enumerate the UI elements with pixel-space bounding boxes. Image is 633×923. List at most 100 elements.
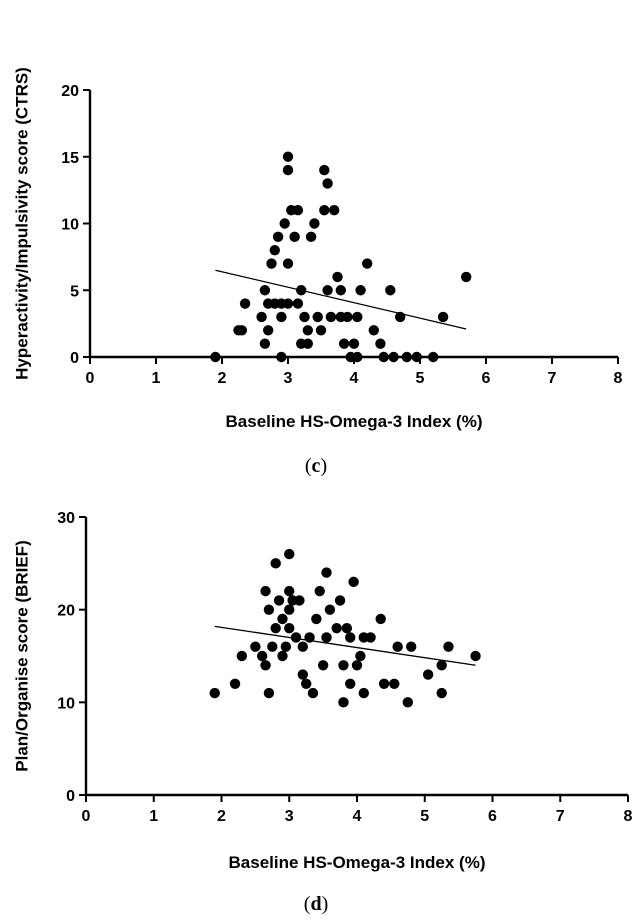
x-tick-label-c-4: 4 xyxy=(350,370,359,387)
data-point-c-34 xyxy=(319,164,330,176)
data-point-d-27 xyxy=(307,687,319,699)
chart-d: 0 1 2 3 4 5 6 7 8 0 10 20 30 Baseline HS-Omega-3 In… xyxy=(13,510,633,915)
data-point-d-42 xyxy=(351,660,363,671)
data-point-c-22 xyxy=(289,231,300,243)
data-point-d-5 xyxy=(260,585,271,597)
y-ticks-c: 0 5 10 15 20 xyxy=(61,83,90,367)
data-point-d-3 xyxy=(250,641,261,652)
data-point-d-4 xyxy=(256,650,268,662)
trend-line-d xyxy=(214,625,476,666)
data-point-d-25 xyxy=(300,678,312,689)
data-point-d-1 xyxy=(229,678,241,689)
data-point-d-8 xyxy=(263,687,275,699)
y-axis-title-c: Hyperactivity/Impulsivity score (CTRS) xyxy=(13,67,32,380)
data-point-d-53 xyxy=(422,669,434,680)
y-tick-label-d-0: 0 xyxy=(66,788,75,805)
data-point-c-37 xyxy=(322,285,333,296)
data-point-c-51 xyxy=(368,325,379,336)
x-tick-label-d-6: 6 xyxy=(488,808,497,825)
data-point-c-44 xyxy=(342,311,353,323)
data-point-c-60 xyxy=(437,311,449,323)
data-point-c-10 xyxy=(269,245,280,256)
data-point-d-15 xyxy=(280,641,292,652)
data-point-d-44 xyxy=(358,687,369,699)
x-ticks-d: 0 1 2 3 4 5 6 7 8 xyxy=(82,795,633,825)
data-point-c-14 xyxy=(276,311,287,323)
x-tick-label-c-3: 3 xyxy=(284,370,293,387)
data-point-c-3 xyxy=(239,298,251,309)
data-point-d-49 xyxy=(389,678,400,689)
data-point-c-36 xyxy=(322,178,333,189)
data-point-d-34 xyxy=(331,623,342,634)
data-point-c-46 xyxy=(348,338,360,349)
data-point-c-50 xyxy=(362,258,373,269)
x-tick-label-d-3: 3 xyxy=(285,808,294,825)
data-point-d-9 xyxy=(267,641,278,652)
data-point-c-61 xyxy=(461,271,472,283)
y-tick-label-c-10: 10 xyxy=(61,217,79,234)
x-tick-label-c-2: 2 xyxy=(218,370,227,387)
data-point-d-46 xyxy=(365,632,376,643)
x-ticks-c: 0 1 2 3 4 5 6 7 8 xyxy=(86,357,623,387)
x-tick-label-d-8: 8 xyxy=(624,808,633,825)
data-point-c-12 xyxy=(272,231,284,243)
data-point-c-16 xyxy=(279,218,290,229)
data-point-c-19 xyxy=(282,258,294,269)
x-tick-label-d-5: 5 xyxy=(420,808,429,825)
data-point-c-30 xyxy=(305,231,317,243)
x-tick-label-d-4: 4 xyxy=(353,808,362,825)
data-point-d-28 xyxy=(311,613,322,625)
data-point-c-48 xyxy=(352,311,363,323)
data-point-c-6 xyxy=(263,325,274,336)
x-tick-label-d-1: 1 xyxy=(149,808,158,825)
data-point-d-47 xyxy=(375,613,386,625)
data-point-c-5 xyxy=(259,338,271,349)
data-point-d-32 xyxy=(321,632,332,643)
data-point-d-54 xyxy=(436,687,447,699)
data-point-d-57 xyxy=(470,650,481,662)
data-point-c-40 xyxy=(332,271,343,283)
data-point-d-55 xyxy=(436,660,447,671)
data-point-d-52 xyxy=(406,641,417,652)
panel-label-c: (c) xyxy=(305,455,327,477)
data-point-d-43 xyxy=(355,650,366,662)
y-axis-title-d: Plan/Organise score (BRIEF) xyxy=(13,540,32,771)
x-tick-label-c-6: 6 xyxy=(482,370,491,387)
x-tick-label-c-8: 8 xyxy=(614,370,623,387)
data-point-c-4 xyxy=(256,311,267,323)
x-tick-label-c-5: 5 xyxy=(416,370,425,387)
data-point-d-24 xyxy=(297,669,308,680)
x-tick-label-d-7: 7 xyxy=(556,808,565,825)
data-point-c-7 xyxy=(259,285,271,296)
data-point-c-38 xyxy=(325,311,337,323)
data-point-c-52 xyxy=(375,338,386,349)
y-tick-label-c-15: 15 xyxy=(61,150,79,167)
y-tick-label-c-0: 0 xyxy=(70,350,79,367)
data-point-c-24 xyxy=(292,298,304,309)
data-point-d-50 xyxy=(392,641,403,652)
data-point-c-35 xyxy=(319,204,330,216)
data-point-c-17 xyxy=(282,151,294,162)
data-point-d-39 xyxy=(345,632,356,643)
data-point-d-21 xyxy=(290,632,302,643)
data-point-c-39 xyxy=(329,204,340,216)
data-point-d-23 xyxy=(297,641,308,652)
x-tick-label-d-2: 2 xyxy=(217,808,226,825)
data-point-d-12 xyxy=(273,595,285,606)
data-point-d-10 xyxy=(270,558,281,569)
data-points-c xyxy=(210,151,472,363)
data-point-d-13 xyxy=(277,613,288,625)
data-point-c-31 xyxy=(309,218,320,229)
panel-letter-c: c xyxy=(312,455,321,477)
data-point-d-29 xyxy=(314,585,325,597)
data-point-d-14 xyxy=(277,650,288,662)
data-point-c-43 xyxy=(338,338,350,349)
data-point-d-11 xyxy=(270,623,281,634)
x-tick-label-c-1: 1 xyxy=(152,370,161,387)
y-tick-label-d-30: 30 xyxy=(57,510,75,527)
data-points-d xyxy=(209,548,481,708)
y-tick-label-c-20: 20 xyxy=(61,83,79,100)
data-point-c-27 xyxy=(299,311,310,323)
data-point-d-56 xyxy=(443,641,454,652)
